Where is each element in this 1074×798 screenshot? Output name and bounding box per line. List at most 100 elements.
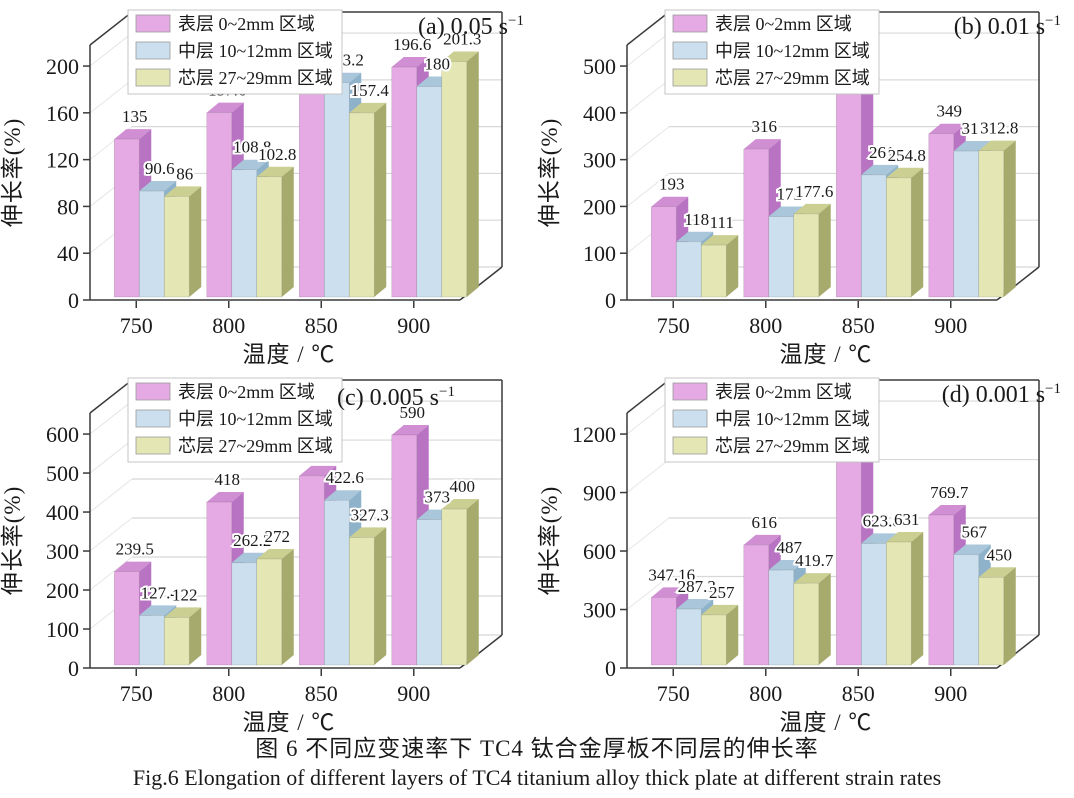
bar-front-face — [206, 112, 233, 298]
bar-front-face — [298, 65, 325, 298]
bar-side-face — [281, 166, 294, 297]
bar-front-face — [768, 569, 795, 666]
bar-top-face — [701, 604, 739, 615]
legend-label: 芯层 27~29mm 区域 — [178, 436, 333, 456]
bar-front-face — [793, 582, 820, 666]
gridline-left-wall — [626, 400, 670, 435]
legend-label: 中层 10~12mm 区域 — [715, 409, 870, 429]
x-tick-label: 850 — [305, 313, 338, 338]
bar-top-face — [206, 102, 244, 113]
gridline-left-wall — [626, 517, 670, 552]
y-tick-label: 1200 — [572, 422, 616, 447]
bar-front-face — [441, 508, 468, 666]
bar-front-face — [163, 196, 190, 298]
y-tick-label: 0 — [605, 656, 616, 681]
gridline-left-wall — [89, 478, 133, 513]
bar-850-series-2 — [348, 527, 387, 666]
value-label: 422.6 — [326, 468, 364, 487]
chart-panel-b: 0 100 200 300 400 500 伸长率(%) 750 800 850 900 193 118… — [537, 0, 1074, 365]
bar-front-face — [416, 86, 443, 298]
bar-top-face — [441, 499, 479, 510]
bar-side-face — [911, 167, 924, 297]
legend-swatch — [672, 68, 708, 87]
bar-front-face — [650, 206, 677, 298]
bar-side-face — [726, 235, 739, 297]
bar-top-face — [886, 167, 924, 178]
bar-top-face — [651, 587, 689, 598]
bar-top-face — [928, 504, 966, 515]
bar-top-face — [743, 139, 781, 150]
bar-750-series-2 — [163, 607, 202, 666]
bar-front-face — [256, 176, 283, 298]
bar-front-face — [885, 177, 912, 298]
axis-frame-line — [626, 11, 670, 46]
y-tick-label: 400 — [583, 101, 616, 126]
gridline-left-wall — [89, 79, 133, 114]
x-tick-label: 850 — [842, 681, 875, 706]
legend-label: 表层 0~2mm 区域 — [178, 14, 315, 34]
bar-top-face — [256, 548, 294, 559]
legend-swatch — [135, 14, 171, 33]
y-axis-title: 伸长率(%) — [0, 118, 25, 227]
bar-front-face — [860, 543, 887, 666]
bar-side-face — [726, 604, 739, 665]
bar-front-face — [675, 608, 702, 666]
bar-top-face — [701, 235, 739, 246]
y-tick-label: 300 — [583, 148, 616, 173]
bar-front-face — [348, 537, 375, 666]
legend-label: 中层 10~12mm 区域 — [715, 41, 870, 61]
value-label: 419.7 — [795, 551, 834, 570]
y-tick-label: 0 — [68, 656, 79, 681]
bar-top-face — [391, 57, 429, 68]
bar-900-series-2 — [441, 499, 479, 666]
bar-top-face — [231, 159, 269, 170]
x-axis-title: 温度 / ℃ — [780, 710, 873, 733]
bar-top-face — [886, 531, 924, 542]
bar-top-face — [793, 573, 831, 584]
legend-swatch — [672, 14, 708, 33]
legend-swatch — [135, 41, 171, 60]
bar-side-face — [189, 607, 202, 665]
x-tick-label: 750 — [120, 681, 153, 706]
value-label: 177.6 — [795, 182, 833, 201]
x-tick-label: 800 — [749, 313, 782, 338]
bar-side-face — [818, 573, 831, 665]
bar-front-face — [885, 541, 912, 666]
legend-swatch — [672, 409, 708, 428]
bar-750-series-2 — [163, 186, 202, 298]
bar-front-face — [323, 82, 350, 298]
y-tick-label: 200 — [583, 194, 616, 219]
gridline-left-wall — [89, 439, 133, 474]
x-tick-label: 800 — [212, 313, 245, 338]
bar-front-face — [953, 150, 980, 298]
bar-front-face — [416, 519, 443, 666]
value-label: 180 — [425, 54, 451, 73]
y-tick-label: 0 — [605, 288, 616, 313]
legend-label: 表层 0~2mm 区域 — [715, 382, 852, 402]
value-label: 400 — [450, 477, 476, 496]
y-axis-title: 伸长率(%) — [0, 486, 25, 595]
bar-front-face — [113, 138, 140, 298]
legend-swatch — [135, 436, 171, 455]
chart-canvas: 0 100 200 300 400 500 伸长率(%) 750 800 850 900 193 118… — [537, 9, 1061, 365]
bar-side-face — [1003, 567, 1016, 665]
value-label: 349 — [937, 102, 963, 121]
value-label: 316 — [752, 117, 778, 136]
bar-side-face — [281, 548, 294, 665]
y-axis-title: 伸长率(%) — [537, 118, 562, 227]
legend-label: 中层 10~12mm 区域 — [178, 41, 333, 61]
legend-swatch — [672, 41, 708, 60]
value-label: 254.8 — [888, 146, 926, 165]
bar-side-face — [818, 203, 831, 297]
value-label: 287.3 — [678, 577, 716, 596]
caption-chinese: 图 6 不同应变速率下 TC4 钛合金厚板不同层的伸长率 — [255, 736, 819, 761]
y-tick-label: 300 — [46, 539, 79, 564]
legend-label: 芯层 27~29mm 区域 — [715, 68, 870, 88]
chart-panel-a: 0 40 80 120 160 200 伸长率(%) 750 800 850 900 135 90.6 8… — [0, 0, 537, 365]
axis-frame-line — [89, 11, 133, 46]
value-label: 272 — [265, 527, 291, 546]
value-label: 262.2 — [233, 531, 271, 550]
y-tick-label: 900 — [583, 481, 616, 506]
y-tick-label: 200 — [46, 578, 79, 603]
bar-top-face — [676, 598, 714, 609]
